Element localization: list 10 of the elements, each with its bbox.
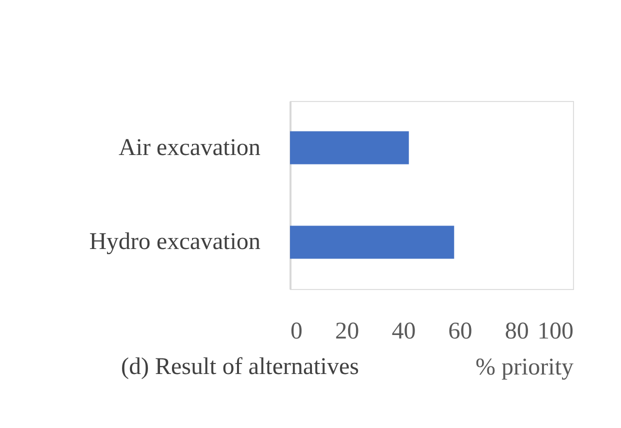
x-axis-title: % priority — [476, 354, 574, 380]
text: (d) Result of alternatives — [121, 354, 359, 380]
x-tick-label: 40 — [392, 318, 416, 344]
x-tick-label: 100 — [538, 318, 574, 344]
x-tick-label: 20 — [335, 318, 360, 344]
x-tick-label: 80 — [504, 318, 529, 344]
y-tick-label: Hydro excavation — [89, 229, 260, 256]
x-tick-label: 60 — [448, 318, 472, 344]
y-tick-label: Air excavation — [118, 134, 260, 161]
x-tick-label: 0 — [290, 318, 302, 344]
